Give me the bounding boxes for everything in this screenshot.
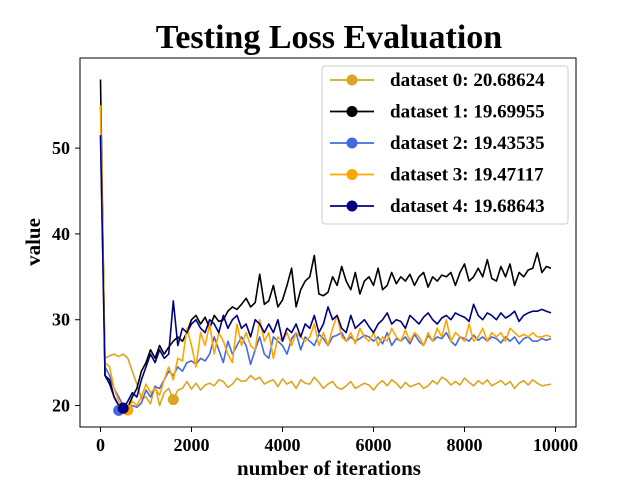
x-tick-label: 0 — [96, 435, 105, 455]
legend-entry-0: dataset 0: 20.68624 — [390, 70, 545, 91]
legend-entry-3: dataset 3: 19.47117 — [390, 165, 544, 186]
x-tick-label: 2000 — [173, 435, 209, 455]
legend: dataset 0: 20.68624 dataset 1: 19.69955 da… — [321, 65, 569, 225]
y-axis: 20 30 40 50 — [52, 138, 80, 416]
legend-marker-2 — [346, 137, 358, 149]
legend-marker-4 — [346, 200, 358, 212]
legend-marker-1 — [346, 106, 358, 117]
chart-title: Testing Loss Evaluation — [156, 19, 502, 56]
y-tick-label: 40 — [52, 224, 70, 244]
legend-entry-4: dataset 4: 19.68643 — [390, 196, 545, 217]
legend-marker-3 — [346, 169, 358, 180]
legend-box — [321, 65, 569, 225]
x-tick-label: 4000 — [264, 435, 300, 455]
plot-frame — [79, 57, 577, 428]
series-layer — [99, 79, 552, 416]
x-axis: 0 2000 4000 6000 8000 10000 — [96, 427, 578, 455]
series-line-1 — [99, 79, 552, 409]
x-axis-label: number of iterations — [237, 456, 421, 480]
x-tick-label: 6000 — [356, 435, 392, 455]
y-axis-label: value — [21, 218, 45, 266]
legend-entry-1: dataset 1: 19.69955 — [390, 102, 545, 123]
series-line-4 — [99, 135, 552, 409]
series-min-marker-0 — [167, 394, 179, 406]
series-min-marker-4 — [117, 402, 129, 414]
y-tick-label: 30 — [52, 310, 70, 330]
legend-entry-2: dataset 2: 19.43535 — [390, 133, 545, 154]
legend-marker-0 — [346, 74, 358, 86]
y-tick-label: 50 — [52, 138, 70, 158]
series-line-3 — [99, 105, 552, 411]
y-tick-label: 20 — [52, 396, 70, 416]
x-tick-label: 10000 — [533, 435, 578, 455]
x-tick-label: 8000 — [447, 435, 483, 455]
